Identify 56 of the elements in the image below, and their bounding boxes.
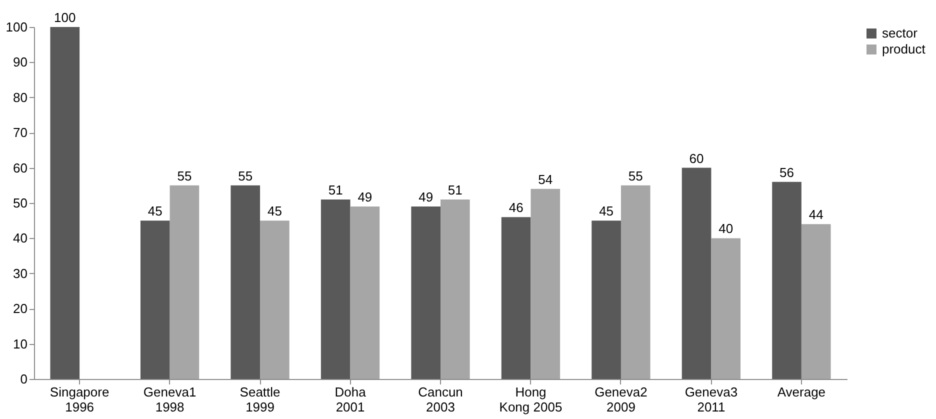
bar xyxy=(620,185,650,379)
bar xyxy=(711,238,741,379)
y-tick-label: 50 xyxy=(13,196,28,210)
bar xyxy=(50,27,80,379)
y-tick-label: 40 xyxy=(13,230,28,246)
y-tick-label: 90 xyxy=(13,54,28,70)
data-label: 56 xyxy=(780,164,794,180)
data-label: 45 xyxy=(267,204,282,219)
y-tick-label: 100 xyxy=(6,20,28,34)
y-tick-label: 30 xyxy=(13,266,28,281)
x-tick-label: Average xyxy=(777,384,826,400)
data-label: 55 xyxy=(628,168,643,184)
legend-label: product xyxy=(882,42,926,56)
x-tick-label: Seattle 1999 xyxy=(240,384,280,414)
y-tick-label: 0 xyxy=(20,372,28,386)
bar xyxy=(501,217,531,379)
bar xyxy=(140,220,170,379)
bar xyxy=(260,220,290,379)
x-tick-label: Geneva1 1998 xyxy=(143,384,196,414)
y-tick-label: 80 xyxy=(13,90,28,105)
data-label: 49 xyxy=(358,190,372,205)
bar xyxy=(772,182,802,379)
x-tick-label: Doha 2001 xyxy=(334,384,367,414)
y-tick-label: 70 xyxy=(13,125,28,140)
bar xyxy=(592,220,621,379)
data-label: 45 xyxy=(599,204,614,219)
x-tick-label: Geneva3 2011 xyxy=(684,384,738,414)
data-label: 54 xyxy=(538,172,553,187)
data-label: 45 xyxy=(148,204,162,219)
legend-label: sector xyxy=(882,26,918,40)
data-label: 55 xyxy=(177,168,192,184)
x-tick-label: Geneva2 2009 xyxy=(594,384,648,414)
data-label: 55 xyxy=(238,168,253,184)
y-tick-label: 20 xyxy=(13,301,28,316)
data-label: 100 xyxy=(54,10,76,25)
data-label: 60 xyxy=(689,150,704,166)
data-label: 51 xyxy=(448,182,462,198)
y-tick-label: 60 xyxy=(13,160,28,176)
bar xyxy=(682,168,712,379)
x-tick-label: Hong Kong 2005 xyxy=(499,384,562,414)
data-label: 49 xyxy=(418,190,434,205)
bar xyxy=(530,188,560,379)
data-label: 46 xyxy=(508,200,524,216)
data-label: 51 xyxy=(328,182,343,198)
bar xyxy=(230,185,260,379)
bar xyxy=(801,224,831,379)
data-label: 44 xyxy=(808,207,824,222)
x-tick-label: Singapore 1996 xyxy=(50,384,110,414)
bar xyxy=(320,199,350,379)
bar xyxy=(170,185,200,379)
y-tick-label: 10 xyxy=(13,336,28,352)
data-label: 40 xyxy=(718,221,734,236)
bar xyxy=(440,199,470,379)
bar xyxy=(350,206,380,379)
x-tick-label: Cancun 2003 xyxy=(418,384,463,414)
bar xyxy=(411,206,440,379)
